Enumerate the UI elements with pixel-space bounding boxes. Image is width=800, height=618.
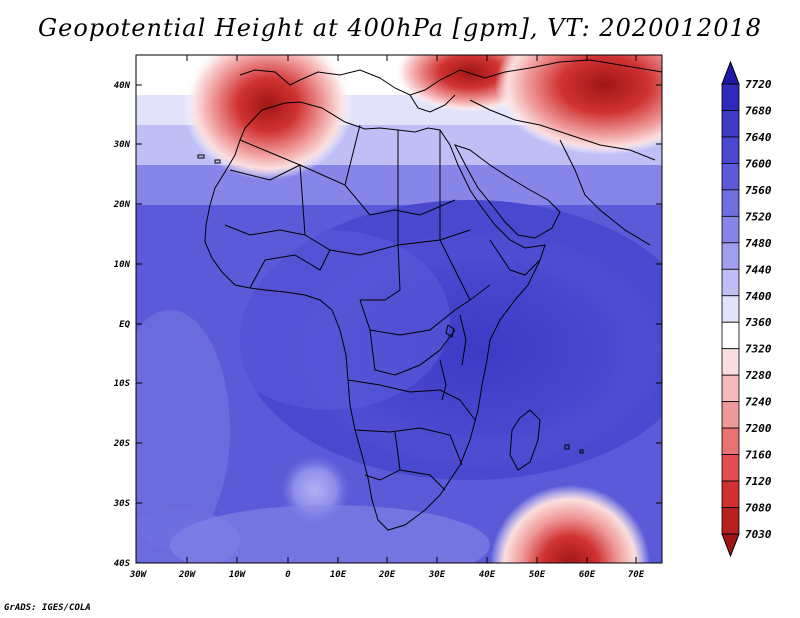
- lon-label-40e: 40E: [479, 570, 496, 580]
- lat-label-20s: 20S: [113, 439, 131, 449]
- colorbar-label: 7640: [745, 131, 772, 144]
- colorbar-label: 7520: [745, 210, 772, 223]
- longitude-axis: 30W 20W 10W 0 10E 20E 30E 40E 50E 60E 70…: [129, 570, 645, 580]
- latitude-ticks: [136, 84, 662, 504]
- colorbar-swatch: [721, 163, 740, 191]
- lon-label-10w: 10W: [229, 570, 247, 580]
- colorbar-label: 7240: [745, 396, 772, 409]
- colorbar-label: 7560: [745, 184, 772, 197]
- colorbar-swatch: [721, 427, 740, 455]
- colorbar-label: 7680: [745, 104, 772, 117]
- lon-label-60e: 60E: [579, 570, 596, 580]
- lon-label-50e: 50E: [529, 570, 546, 580]
- colorbar-label: 7160: [745, 449, 772, 462]
- colorbar-top-triangle: [721, 60, 740, 85]
- colorbar-swatch: [721, 268, 740, 297]
- colorbar-label: 7320: [745, 343, 772, 356]
- colorbar-label: 7720: [745, 78, 772, 91]
- latitude-axis: 40N 30N 20N 10N EQ 10S 20S 30S 40S: [113, 81, 131, 569]
- colorbar-swatch: [721, 374, 740, 403]
- lon-label-30w: 30W: [129, 570, 148, 580]
- lat-label-10s: 10S: [114, 379, 131, 389]
- lat-label-20n: 20N: [113, 200, 131, 210]
- lat-label-40n: 40N: [114, 81, 131, 91]
- lon-label-70e: 70E: [628, 570, 645, 580]
- colorbar-label: 7200: [745, 422, 772, 435]
- colorbar-swatch: [721, 321, 740, 350]
- lat-label-eq: EQ: [119, 320, 130, 330]
- colorbar-swatch: [721, 189, 740, 217]
- colorbar-swatch: [721, 348, 740, 376]
- colorbar-label: 7280: [745, 369, 772, 382]
- lat-label-30n: 30N: [113, 140, 131, 150]
- colorbar-label: 7400: [745, 290, 772, 303]
- colorbar-label: 7440: [745, 263, 772, 276]
- colorbar-label: 7120: [745, 475, 772, 488]
- lon-label-10e: 10E: [330, 570, 347, 580]
- lat-label-30s: 30S: [113, 499, 131, 509]
- colorbar-swatch: [721, 480, 740, 508]
- colorbar-label: 7080: [745, 502, 772, 515]
- footer-credit: GrADS: IGES/COLA: [4, 603, 91, 613]
- map-frame: [135, 54, 663, 564]
- lat-label-10n: 10N: [114, 260, 131, 270]
- colorbar-swatch: [721, 507, 740, 535]
- colorbar-swatch: [721, 242, 740, 270]
- lon-label-0: 0: [285, 570, 291, 580]
- colorbar-swatch: [721, 83, 740, 111]
- colorbar-swatch: [721, 136, 740, 164]
- colorbar-swatch: [721, 110, 740, 138]
- colorbar-label: 7480: [745, 237, 772, 250]
- lon-label-20e: 20E: [378, 570, 396, 580]
- lat-label-40s: 40S: [114, 559, 131, 569]
- colorbar-swatch: [721, 295, 740, 323]
- colorbar-label: 7030: [745, 528, 772, 541]
- colorbar: 7720 7680 7640 7600 7560 7520 7480 7440 7400 7360…: [721, 60, 772, 558]
- lon-label-20w: 20W: [178, 570, 197, 580]
- colorbar-label: 7360: [745, 316, 772, 329]
- colorbar-label: 7600: [745, 157, 772, 170]
- longitude-ticks: [186, 55, 637, 563]
- map-title: Geopotential Height at 400hPa [gpm], VT:…: [38, 14, 762, 42]
- coastlines: [197, 59, 662, 531]
- colorbar-swatch: [721, 454, 740, 482]
- lon-label-30e: 30E: [428, 570, 446, 580]
- height-field: [136, 55, 662, 563]
- colorbar-swatch: [721, 401, 740, 429]
- colorbar-swatch: [721, 215, 740, 244]
- colorbar-bottom-triangle: [721, 533, 740, 558]
